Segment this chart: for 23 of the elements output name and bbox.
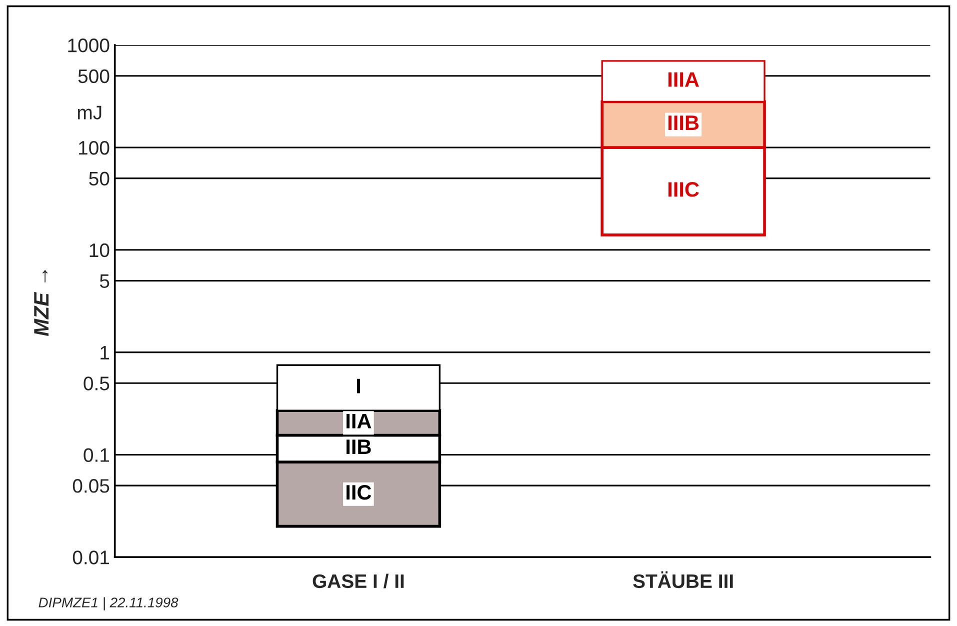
y-tick-label: 100 <box>79 140 110 155</box>
data-label: IIC <box>346 484 372 500</box>
y-tick-label: 0.5 <box>84 376 110 390</box>
x-tick-label: GASE I / II <box>312 574 404 588</box>
x-tick-label: STÄUBE III <box>633 571 733 588</box>
y-tick-label: 0.01 <box>72 550 110 564</box>
data-label: IIIA <box>668 72 699 87</box>
y-tick-label: 0.05 <box>72 479 110 493</box>
y-axis-title: MZE → <box>34 270 49 336</box>
y-tick-label: 500 <box>78 69 110 84</box>
data-label: IIIB <box>668 116 699 130</box>
text: DIPMZE1 | 22.11.1998 <box>38 597 178 610</box>
y-tick-label: 10 <box>90 243 110 258</box>
y-tick-label: 0.1 <box>84 448 110 462</box>
y-tick-label: 1000 <box>68 38 110 52</box>
y-tick-label: 50 <box>89 172 110 186</box>
data-label: I <box>356 378 360 394</box>
y-tick-label: 1 <box>100 346 110 360</box>
data-label: IIIC <box>668 182 699 197</box>
data-label: IIB <box>346 440 371 454</box>
text: mJ <box>78 106 102 120</box>
data-label: IIA <box>346 414 372 428</box>
y-tick-label: 5 <box>100 274 110 288</box>
